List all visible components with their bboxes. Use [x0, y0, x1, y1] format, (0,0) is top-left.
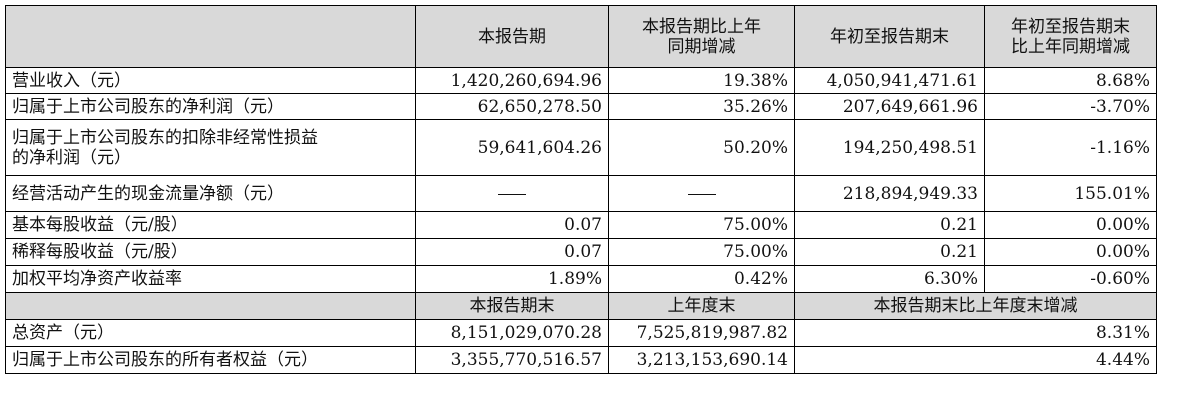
- row-label: 稀释每股收益（元/股）: [5, 238, 416, 266]
- cell-ytd-yoy: 0.00%: [984, 238, 1157, 266]
- row-label-line2: 的净利润（元）: [12, 147, 131, 168]
- row-label: 归属于上市公司股东的所有者权益（元）: [5, 346, 416, 374]
- row-label: 归属于上市公司股东的净利润（元）: [5, 93, 416, 120]
- row-label: 加权平均净资产收益率: [5, 265, 416, 293]
- row-label: 归属于上市公司股东的扣除非经常性损益 的净利润（元）: [5, 119, 416, 176]
- cell-ytd: 194,250,498.51: [794, 119, 985, 176]
- header-ytd-yoy-line2: 比上年同期增减: [1011, 36, 1130, 57]
- header-row-2: 本报告期末 上年度末 本报告期末比上年度末增减: [5, 292, 1157, 320]
- cell-ytd-yoy: -3.70%: [984, 93, 1157, 120]
- table-row: 基本每股收益（元/股） 0.07 75.00% 0.21 0.00%: [5, 211, 1157, 239]
- table-row: 归属于上市公司股东的净利润（元） 62,650,278.50 35.26% 20…: [5, 93, 1157, 120]
- cell-ytd-yoy: -1.16%: [984, 119, 1157, 176]
- header-blank-cell: [5, 5, 416, 68]
- table-row: 营业收入（元） 1,420,260,694.96 19.38% 4,050,94…: [5, 67, 1157, 94]
- cell-yoy: 50.20%: [608, 119, 795, 176]
- header2-change: 本报告期末比上年度末增减: [794, 292, 1157, 320]
- header-ytd-yoy: 年初至报告期末 比上年同期增减: [984, 5, 1157, 68]
- header-current-yoy: 本报告期比上年 同期增减: [608, 5, 795, 68]
- table-row: 经营活动产生的现金流量净额（元） 218,894,949.33 155.01%: [5, 175, 1157, 212]
- header-ytd-yoy-line1: 年初至报告期末: [1011, 16, 1130, 37]
- cell-current: 1,420,260,694.96: [415, 67, 609, 94]
- cell-ytd: 0.21: [794, 238, 985, 266]
- row-label: 经营活动产生的现金流量净额（元）: [5, 175, 416, 212]
- financial-summary-table: 本报告期 本报告期比上年 同期增减 年初至报告期末 年初至报告期末 比上年同期增…: [5, 5, 1157, 374]
- em-dash-mark: [687, 193, 716, 195]
- cell-ytd: 4,050,941,471.61: [794, 67, 985, 94]
- cell-ytd-yoy: -0.60%: [984, 265, 1157, 293]
- table-row: 归属于上市公司股东的所有者权益（元） 3,355,770,516.57 3,21…: [5, 346, 1157, 374]
- cell-current: 62,650,278.50: [415, 93, 609, 120]
- header2-period-end: 本报告期末: [415, 292, 609, 320]
- table-row: 总资产（元） 8,151,029,070.28 7,525,819,987.82…: [5, 319, 1157, 347]
- row-label: 基本每股收益（元/股）: [5, 211, 416, 239]
- cell-ytd: 0.21: [794, 211, 985, 239]
- cell-current: 0.07: [415, 211, 609, 239]
- row-label-line1: 归属于上市公司股东的扣除非经常性损益: [12, 127, 318, 148]
- cell-yoy: 0.42%: [608, 265, 795, 293]
- header2-prev-year-end: 上年度末: [608, 292, 795, 320]
- row-label: 总资产（元）: [5, 319, 416, 347]
- cell-change: 4.44%: [794, 346, 1157, 374]
- cell-yoy: 19.38%: [608, 67, 795, 94]
- cell-ytd: 218,894,949.33: [794, 175, 985, 212]
- row-label: 营业收入（元）: [5, 67, 416, 94]
- header2-blank-cell: [5, 292, 416, 320]
- cell-period-end: 8,151,029,070.28: [415, 319, 609, 347]
- cell-yoy: 75.00%: [608, 211, 795, 239]
- em-dash-mark: [498, 193, 526, 195]
- cell-current: 0.07: [415, 238, 609, 266]
- header-ytd: 年初至报告期末: [794, 5, 985, 68]
- cell-ytd-yoy: 155.01%: [984, 175, 1157, 212]
- cell-yoy: 75.00%: [608, 238, 795, 266]
- cell-prev-year-end: 3,213,153,690.14: [608, 346, 795, 374]
- cell-ytd: 207,649,661.96: [794, 93, 985, 120]
- cell-current: [415, 175, 609, 212]
- cell-ytd: 6.30%: [794, 265, 985, 293]
- cell-yoy: 35.26%: [608, 93, 795, 120]
- header-current-yoy-line2: 同期增减: [667, 36, 736, 57]
- cell-change: 8.31%: [794, 319, 1157, 347]
- header-current-period: 本报告期: [415, 5, 609, 68]
- header-current-yoy-line1: 本报告期比上年: [642, 16, 761, 37]
- cell-yoy: [608, 175, 795, 212]
- cell-ytd-yoy: 0.00%: [984, 211, 1157, 239]
- cell-period-end: 3,355,770,516.57: [415, 346, 609, 374]
- cell-current: 1.89%: [415, 265, 609, 293]
- table-row: 稀释每股收益（元/股） 0.07 75.00% 0.21 0.00%: [5, 238, 1157, 266]
- header-row: 本报告期 本报告期比上年 同期增减 年初至报告期末 年初至报告期末 比上年同期增…: [5, 5, 1157, 68]
- cell-prev-year-end: 7,525,819,987.82: [608, 319, 795, 347]
- cell-current: 59,641,604.26: [415, 119, 609, 176]
- cell-ytd-yoy: 8.68%: [984, 67, 1157, 94]
- table-row: 归属于上市公司股东的扣除非经常性损益 的净利润（元） 59,641,604.26…: [5, 119, 1157, 176]
- table-row: 加权平均净资产收益率 1.89% 0.42% 6.30% -0.60%: [5, 265, 1157, 293]
